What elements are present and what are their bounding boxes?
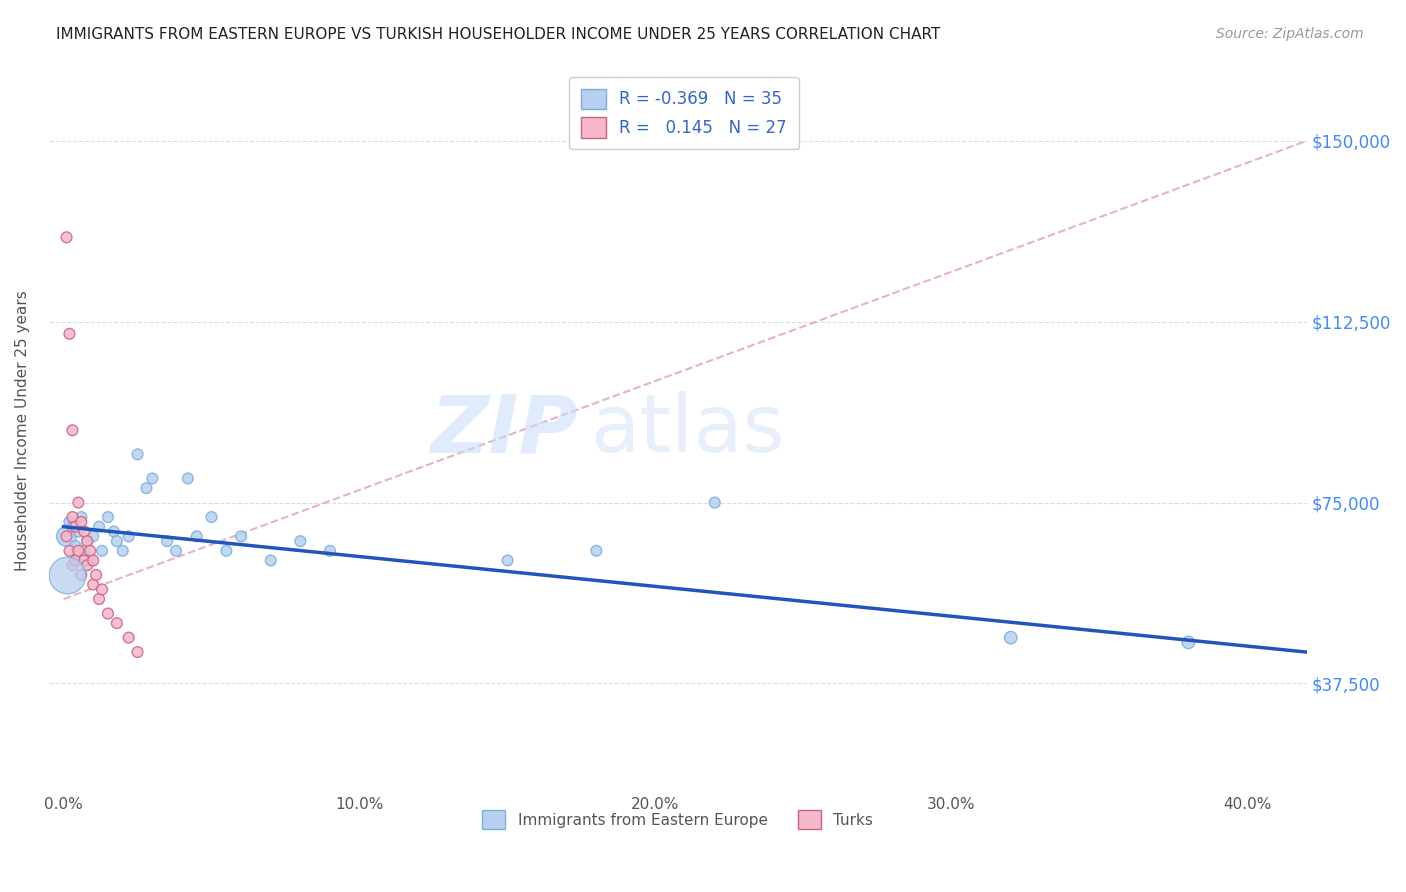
Point [70,510,93,524]
Point [58,326,80,341]
Point [118,529,141,543]
Point [55,568,77,582]
Point [1177,635,1199,649]
Point [82,577,104,591]
Point [215,544,238,558]
Point [118,631,141,645]
Point [103,524,125,539]
Point [97,510,120,524]
Point [55,529,77,543]
Point [290,534,312,549]
Point [76,534,98,549]
Point [319,544,342,558]
Point [87,519,110,533]
Point [62,423,84,437]
Point [585,544,607,558]
Point [165,544,187,558]
Point [200,510,222,524]
Point [67,544,90,558]
Point [1000,631,1022,645]
Point [58,544,80,558]
Point [111,544,134,558]
Y-axis label: Householder Income Under 25 years: Householder Income Under 25 years [15,290,30,571]
Text: Source: ZipAtlas.com: Source: ZipAtlas.com [1216,27,1364,41]
Point [135,481,157,495]
Point [62,510,84,524]
Point [105,616,128,631]
Point [156,534,179,549]
Point [70,515,93,529]
Point [70,568,93,582]
Point [79,544,101,558]
Point [127,447,149,461]
Point [79,553,101,567]
Point [105,534,128,549]
Point [62,558,84,573]
Point [65,553,87,567]
Point [55,529,77,543]
Point [127,645,149,659]
Point [65,519,87,533]
Point [91,544,114,558]
Point [76,534,98,549]
Point [82,553,104,567]
Point [496,553,519,567]
Point [73,553,96,567]
Point [91,582,114,597]
Point [84,568,107,582]
Point [62,519,84,533]
Point [87,592,110,607]
Point [58,515,80,529]
Text: atlas: atlas [589,392,785,469]
Point [82,529,104,543]
Point [703,495,725,509]
Point [97,607,120,621]
Legend: Immigrants from Eastern Europe, Turks: Immigrants from Eastern Europe, Turks [477,804,879,835]
Point [67,524,90,539]
Point [231,529,253,543]
Point [55,230,77,244]
Point [67,495,90,509]
Point [260,553,283,567]
Point [76,558,98,573]
Point [186,529,208,543]
Point [177,471,200,485]
Point [73,524,96,539]
Text: ZIP: ZIP [430,392,576,469]
Text: IMMIGRANTS FROM EASTERN EUROPE VS TURKISH HOUSEHOLDER INCOME UNDER 25 YEARS CORR: IMMIGRANTS FROM EASTERN EUROPE VS TURKIS… [56,27,941,42]
Point [141,471,163,485]
Point [65,539,87,553]
Point [73,544,96,558]
